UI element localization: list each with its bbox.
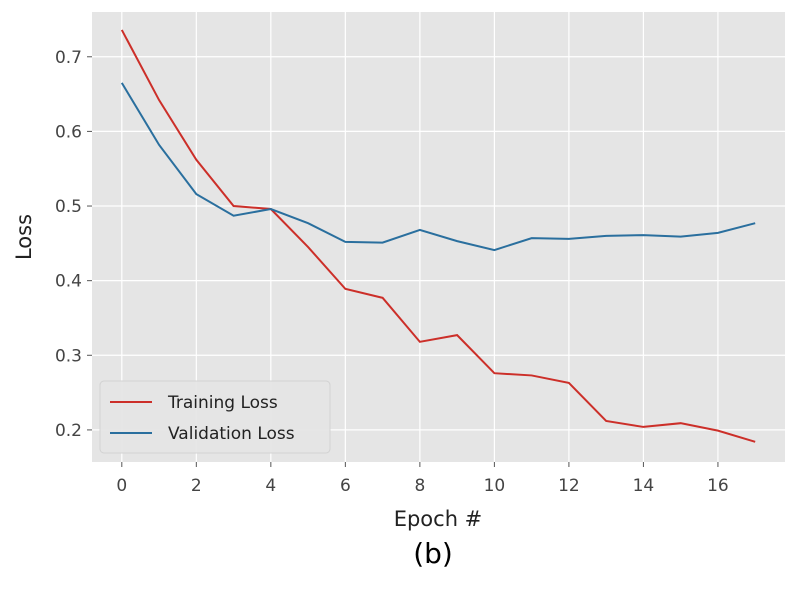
- x-tick-label: 2: [191, 476, 202, 496]
- y-tick-label: 0.5: [55, 197, 82, 217]
- x-tick-label: 16: [707, 476, 729, 496]
- y-tick-label: 0.2: [55, 421, 82, 441]
- legend-label-training: Training Loss: [167, 393, 278, 413]
- y-tick-label: 0.6: [55, 122, 82, 142]
- x-tick-label: 10: [484, 476, 506, 496]
- x-tick-label: 12: [558, 476, 580, 496]
- x-axis-label: Epoch #: [394, 507, 483, 531]
- legend-label-validation: Validation Loss: [168, 424, 295, 444]
- training-loss-line: [120, 29, 756, 443]
- legend: Training Loss Validation Loss: [99, 380, 331, 454]
- x-tick-label: 14: [633, 476, 655, 496]
- figure-caption: (b): [413, 537, 453, 570]
- validation-loss-line: [120, 82, 756, 252]
- grid: [92, 12, 785, 462]
- x-tick-label: 6: [340, 476, 351, 496]
- x-tick-label: 8: [414, 476, 425, 496]
- y-axis-label: Loss: [12, 214, 36, 260]
- y-tick-label: 0.7: [55, 48, 82, 68]
- x-tick-label: 4: [265, 476, 276, 496]
- series-lines: [120, 29, 756, 443]
- x-tick-label: 0: [116, 476, 127, 496]
- y-tick-label: 0.4: [55, 272, 82, 292]
- y-tick-label: 0.3: [55, 346, 82, 366]
- ticks: 0 2 4 6 8 10 12 14 16 0.2 0.3 0.4 0.5 0.6 0.7: [55, 48, 729, 496]
